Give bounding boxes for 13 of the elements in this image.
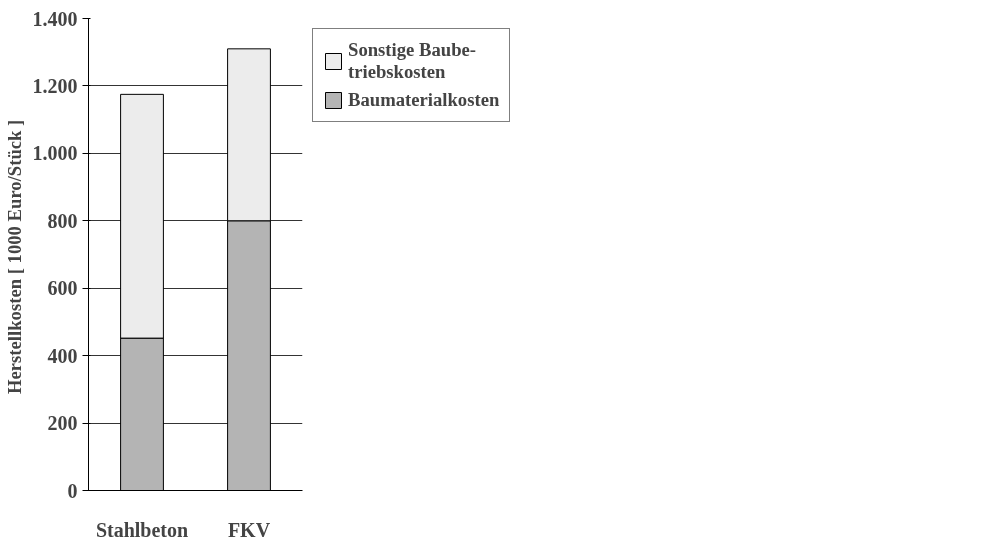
y-tick-label: 0	[67, 479, 78, 502]
y-tick-label: 1.200	[32, 74, 78, 97]
legend-label: Sonstige Baube- triebskosten	[348, 39, 477, 83]
x-tick-label: Stahlbeton	[95, 518, 189, 541]
y-tick-label: 800	[47, 209, 78, 232]
legend-label: Baumaterialkosten	[348, 89, 500, 111]
x-tick-label: FKV	[227, 518, 271, 541]
y-tick-label: 200	[47, 412, 78, 435]
y-axis-title: Herstellkosten [ 1000 Euro/Stück ]	[3, 119, 25, 394]
y-tick-label: 1.000	[32, 142, 78, 165]
y-tick-label: 1.400	[32, 7, 78, 30]
y-tick-label: 400	[47, 344, 78, 367]
y-tick-label: 600	[47, 277, 78, 300]
